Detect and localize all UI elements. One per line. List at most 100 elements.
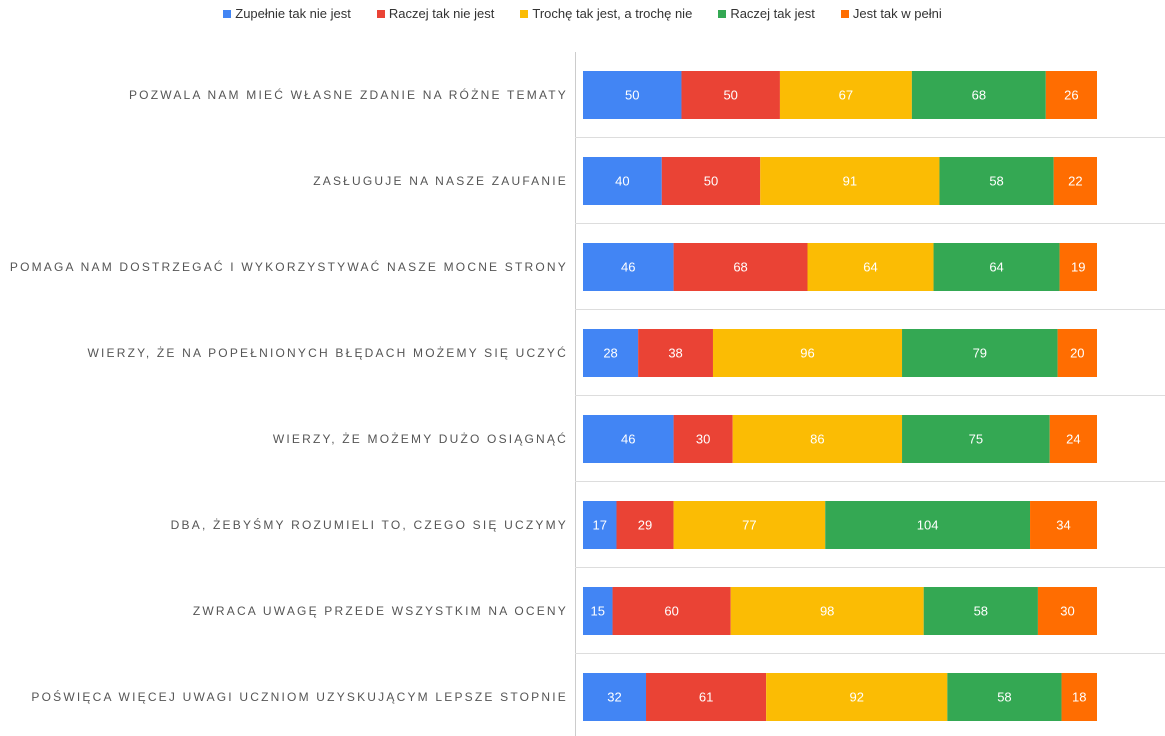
category-label: POŚWIĘCA WIĘCEJ UWAGI UCZNIOM UZYSKUJĄCY…: [0, 673, 568, 721]
data-label: 67: [839, 87, 853, 102]
category-label: WIERZY, ŻE NA POPEŁNIONYCH BŁĘDACH MOŻEM…: [0, 329, 568, 377]
data-label: 50: [704, 173, 718, 188]
bar-segment: [911, 71, 1046, 119]
data-label: 20: [1070, 345, 1084, 360]
bar-segment: [923, 587, 1038, 635]
data-label: 58: [997, 689, 1011, 704]
legend-item: Zupełnie tak nie jest: [223, 6, 351, 21]
bar-segment: [1053, 157, 1097, 205]
legend-item: Raczej tak nie jest: [376, 6, 494, 21]
bar-segment: [807, 243, 934, 291]
legend-label: Zupełnie tak nie jest: [235, 6, 351, 21]
data-label: 60: [664, 603, 678, 618]
legend-label: Trochę tak jest, a trochę nie: [532, 6, 693, 21]
bar-segment: [673, 243, 808, 291]
data-label: 50: [625, 87, 639, 102]
bar-segment: [673, 415, 733, 463]
data-label: 24: [1066, 431, 1080, 446]
bar-segment: [1037, 587, 1097, 635]
bar-segment: [1030, 501, 1097, 549]
data-label: 58: [974, 603, 988, 618]
category-text: ZASŁUGUJE NA NASZE ZAUFANIE: [313, 173, 568, 188]
category-label: WIERZY, ŻE MOŻEMY DUŻO OSIĄGNĄĆ: [0, 415, 568, 463]
data-label: 86: [810, 431, 824, 446]
data-label: 68: [972, 87, 986, 102]
data-label: 58: [989, 173, 1003, 188]
bar-segment: [712, 329, 903, 377]
data-label: 92: [850, 689, 864, 704]
data-label: 29: [638, 517, 652, 532]
bar-segment: [583, 501, 617, 549]
category-label: ZASŁUGUJE NA NASZE ZAUFANIE: [0, 157, 568, 205]
data-label: 26: [1064, 87, 1078, 102]
legend-swatch: [840, 9, 849, 18]
bar-segment: [583, 329, 639, 377]
bar-segment: [730, 587, 924, 635]
data-label: 18: [1072, 689, 1086, 704]
data-label: 46: [621, 431, 635, 446]
data-label: 38: [668, 345, 682, 360]
category-text: WIERZY, ŻE MOŻEMY DUŻO OSIĄGNĄĆ: [272, 431, 568, 446]
data-label: 30: [696, 431, 710, 446]
bar-segment: [583, 243, 674, 291]
category-text: DBA, ŻEBYŚMY ROZUMIELI TO, CZEGO SIĘ UCZ…: [170, 517, 568, 532]
bar-segment: [681, 71, 780, 119]
bar-segment: [760, 157, 940, 205]
legend-item: Jest tak w pełni: [840, 6, 942, 21]
bar-segment: [583, 157, 662, 205]
bar-segment: [583, 673, 647, 721]
bar-segment: [583, 415, 674, 463]
bar-segment: [673, 501, 826, 549]
bar-segment: [902, 329, 1058, 377]
category-label: POMAGA NAM DOSTRZEGAĆ I WYKORZYSTYWAĆ NA…: [0, 243, 568, 291]
data-label: 64: [863, 259, 877, 274]
category-text: POZWALA NAM MIEĆ WŁASNE ZDANIE NA RÓŻNE …: [128, 87, 568, 102]
data-label: 30: [1060, 603, 1074, 618]
data-label: 28: [603, 345, 617, 360]
data-label: 15: [591, 603, 605, 618]
legend-swatch: [376, 9, 385, 18]
data-label: 32: [607, 689, 621, 704]
category-text: WIERZY, ŻE NA POPEŁNIONYCH BŁĘDACH MOŻEM…: [87, 345, 568, 360]
category-text: POŚWIĘCA WIĘCEJ UWAGI UCZNIOM UZYSKUJĄCY…: [31, 689, 568, 704]
data-label: 98: [820, 603, 834, 618]
bar-segment: [583, 71, 682, 119]
data-label: 104: [917, 517, 939, 532]
legend: Zupełnie tak nie jest Raczej tak nie jest…: [0, 6, 1165, 21]
data-label: 34: [1056, 517, 1070, 532]
data-label: 79: [973, 345, 987, 360]
category-label: ZWRACA UWAGĘ PRZEDE WSZYSTKIM NA OCENY: [0, 587, 568, 635]
data-label: 64: [989, 259, 1003, 274]
bar-segment: [612, 587, 731, 635]
legend-label: Raczej tak jest: [730, 6, 815, 21]
bar-segment: [766, 673, 948, 721]
data-label: 75: [969, 431, 983, 446]
legend-item: Trochę tak jest, a trochę nie: [520, 6, 692, 21]
bar-segment: [646, 673, 767, 721]
data-label: 77: [742, 517, 756, 532]
bar-segment: [583, 587, 613, 635]
legend-label: Jest tak w pełni: [852, 6, 942, 21]
bar-segment: [661, 157, 761, 205]
legend-swatch: [520, 9, 529, 18]
bar-segment: [1061, 673, 1097, 721]
data-label: 91: [843, 173, 857, 188]
category-text: POMAGA NAM DOSTRZEGAĆ I WYKORZYSTYWAĆ NA…: [9, 259, 568, 274]
bar-segment: [825, 501, 1031, 549]
bar-segment: [732, 415, 903, 463]
data-label: 68: [733, 259, 747, 274]
bar-segment: [1045, 71, 1097, 119]
data-label: 96: [800, 345, 814, 360]
bar-segment: [1057, 329, 1097, 377]
bar-segment: [616, 501, 674, 549]
bar-segment: [933, 243, 1060, 291]
data-label: 19: [1071, 259, 1085, 274]
bar-segment: [939, 157, 1054, 205]
bar-segment: [902, 415, 1050, 463]
category-label: POZWALA NAM MIEĆ WŁASNE ZDANIE NA RÓŻNE …: [0, 71, 568, 119]
data-label: 40: [615, 173, 629, 188]
category-label: DBA, ŻEBYŚMY ROZUMIELI TO, CZEGO SIĘ UCZ…: [0, 501, 568, 549]
data-label: 22: [1068, 173, 1082, 188]
